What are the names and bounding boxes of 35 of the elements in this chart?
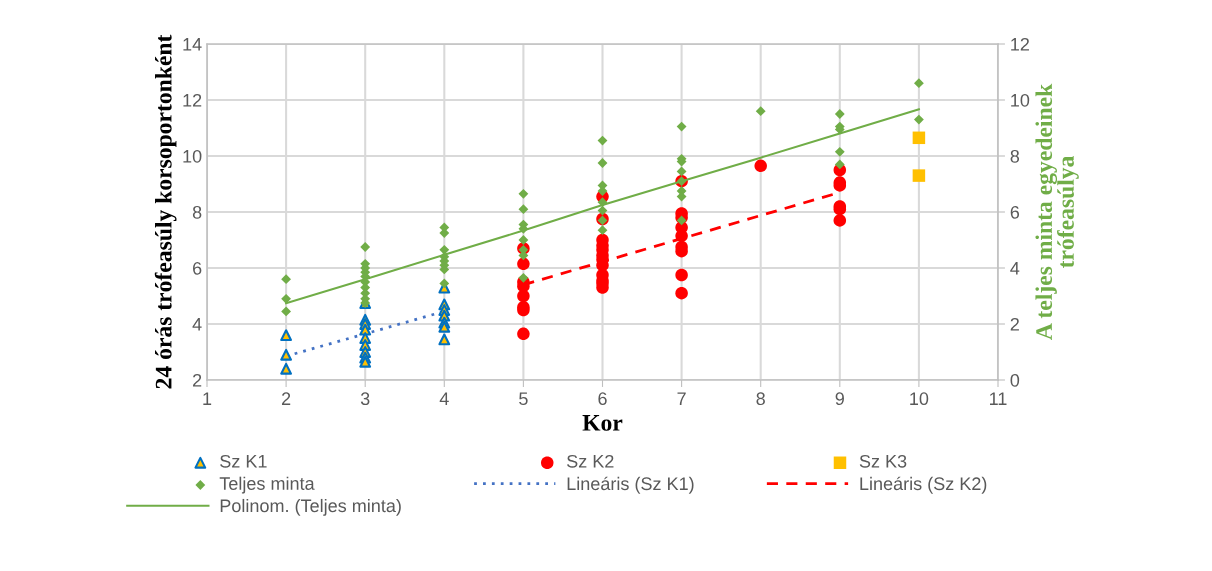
x-tick-label: 2 [281,392,291,405]
y2-tick-label: 10 [1011,93,1030,107]
y2-tick-label: 8 [1010,149,1020,163]
x-tick-label: 7 [677,392,686,405]
x-tick-label: 11 [990,392,1007,405]
legend-label: Sz K1 [220,454,267,468]
x-tick-label: 5 [519,392,528,406]
legend-label: Lineáris (Sz K2) [860,476,987,494]
y2-tick-label: 2 [1010,317,1019,331]
x-tick-label: 3 [360,392,370,406]
x-tick-label: 4 [439,392,449,405]
x-tick-label: 6 [598,392,607,406]
legend-label: Polinom. (Teljes minta) [220,498,401,516]
y-axis-title: 24 órás trófeasúly korsoportonként [154,34,177,389]
x-tick-label: 10 [910,392,929,406]
y-tick-label: 2 [193,373,202,387]
legend-label: Sz K2 [567,454,614,468]
y-tick-label: 12 [183,93,202,107]
legend-label: Teljes minta [219,476,315,494]
x-axis-title: Kor [582,415,623,431]
y-tick-label: 14 [183,38,202,51]
y2-tick-label: 6 [1010,205,1020,219]
y2-axis-title: A teljes minta egyedeinek trófeasúlya [1035,83,1079,340]
y2-tick-label: 0 [1010,373,1020,387]
legend-label: Sz K3 [859,454,907,468]
x-tick-label: 8 [756,392,765,406]
y2-tick-label: 12 [1011,37,1029,51]
x-tick-label: 9 [835,392,844,406]
y-tick-label: 10 [183,149,202,163]
legend-label: Lineáris (Sz K1) [567,476,694,494]
y-tick-label: 6 [193,261,202,275]
y-tick-label: 8 [192,205,202,219]
y2-tick-label: 4 [1010,262,1020,275]
y-tick-label: 4 [192,318,202,331]
x-tick-label: 1 [203,392,212,405]
